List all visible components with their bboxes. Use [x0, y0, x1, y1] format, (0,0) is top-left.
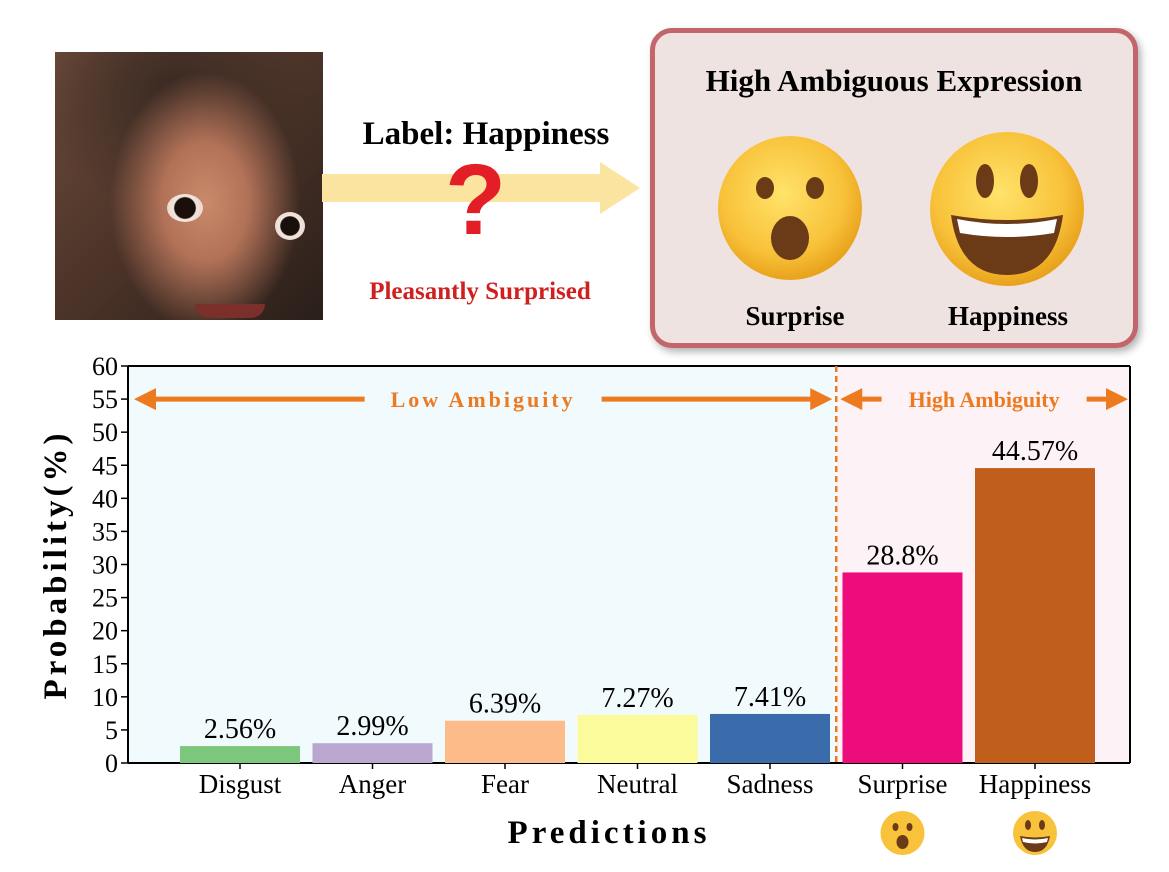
x-tick-label: Happiness	[979, 769, 1091, 799]
baby-photo	[55, 52, 323, 320]
y-tick-label: 0	[105, 749, 118, 778]
bar-neutral	[577, 714, 698, 763]
high-ambiguity-arrow-label: High Ambiguity	[909, 387, 1060, 412]
probability-bar-chart: 0 5 10 15 20 25 30 35 40 45 50 55 60 2.56% Disgust 2.99…	[38, 352, 1131, 855]
y-tick-label: 45	[92, 451, 118, 480]
x-tick-label: Fear	[481, 769, 529, 799]
value-label: 6.39%	[469, 689, 541, 720]
y-tick-label: 15	[92, 650, 118, 679]
value-label: 2.56%	[204, 714, 276, 745]
y-axis-title: Probability(%)	[38, 430, 74, 700]
photo-mouth	[195, 304, 265, 318]
y-tick-label: 55	[92, 385, 118, 414]
label-arrow	[322, 162, 640, 214]
ambiguous-box-title: High Ambiguous Expression	[705, 63, 1083, 98]
ambiguous-expression-box: High Ambiguous Expression	[650, 28, 1138, 348]
grinning-face-icon-small	[1013, 811, 1057, 855]
question-mark-icon: ?	[445, 144, 507, 256]
value-label: 44.57%	[992, 436, 1078, 467]
pleasantly-surprised-text: Pleasantly Surprised	[369, 278, 591, 305]
bar-fear	[445, 720, 565, 763]
label-arrow-shape	[322, 162, 640, 214]
surprised-face-icon-small	[880, 811, 925, 855]
y-tick-label: 40	[92, 484, 118, 513]
y-tick-label: 30	[92, 551, 118, 580]
bar-disgust	[180, 746, 300, 763]
bar-sadness	[710, 713, 830, 763]
value-label: 28.8%	[866, 540, 938, 571]
grinning-face-icon	[930, 132, 1084, 286]
photo-left-eye	[167, 194, 203, 222]
x-tick-label: Neutral	[597, 769, 678, 799]
x-axis-title: Predictions	[508, 815, 711, 851]
low-ambiguity-arrow-left-arrowhead	[134, 388, 156, 411]
y-tick-label: 50	[92, 418, 118, 447]
surprise-caption: Surprise	[745, 301, 845, 331]
y-tick-label: 25	[92, 584, 118, 613]
y-tick-label: 20	[92, 617, 118, 646]
high-ambiguity-arrow-right-arrowhead	[1106, 388, 1128, 411]
value-label: 7.41%	[734, 682, 806, 713]
value-label: 7.27%	[601, 683, 673, 714]
x-tick-label: Anger	[339, 769, 406, 799]
bar-surprise	[842, 572, 963, 763]
high-ambiguity-arrow-left-arrowhead	[840, 388, 863, 411]
bar-happiness	[975, 468, 1095, 763]
x-tick-label: Disgust	[199, 769, 282, 799]
value-label: 2.99%	[336, 711, 408, 742]
x-tick-label: Sadness	[727, 769, 814, 799]
y-tick-label: 60	[92, 352, 118, 381]
y-tick-label: 35	[92, 517, 118, 546]
y-tick-label: 10	[92, 683, 118, 712]
y-tick-label: 5	[105, 716, 118, 745]
bar-anger	[312, 743, 433, 763]
x-tick-label: Surprise	[858, 769, 948, 799]
low-ambiguity-region	[128, 366, 837, 763]
happiness-caption: Happiness	[947, 301, 1069, 331]
low-ambiguity-arrow-right-arrowhead	[810, 388, 833, 411]
label-text: Label: Happiness	[362, 116, 610, 152]
surprised-face-icon	[718, 136, 862, 280]
low-ambiguity-arrow-label: Low Ambiguity	[391, 387, 576, 412]
photo-right-eye	[275, 212, 305, 240]
